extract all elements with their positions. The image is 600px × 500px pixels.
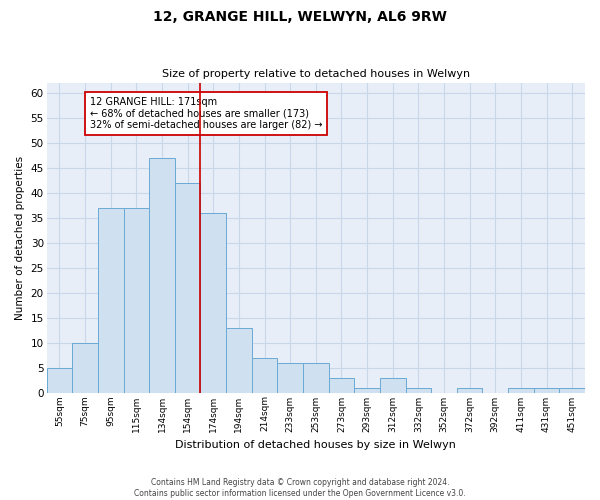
Bar — [47, 368, 72, 392]
Bar — [124, 208, 149, 392]
Bar — [559, 388, 585, 392]
Bar — [329, 378, 354, 392]
Bar — [534, 388, 559, 392]
Bar — [149, 158, 175, 392]
Bar — [175, 182, 200, 392]
Bar — [226, 328, 251, 392]
Text: Contains HM Land Registry data © Crown copyright and database right 2024.
Contai: Contains HM Land Registry data © Crown c… — [134, 478, 466, 498]
Title: Size of property relative to detached houses in Welwyn: Size of property relative to detached ho… — [162, 69, 470, 79]
Bar — [406, 388, 431, 392]
Bar — [277, 362, 303, 392]
Bar — [303, 362, 329, 392]
Bar — [380, 378, 406, 392]
Bar — [98, 208, 124, 392]
Bar — [200, 212, 226, 392]
Bar — [72, 342, 98, 392]
Bar — [457, 388, 482, 392]
Text: 12 GRANGE HILL: 171sqm
← 68% of detached houses are smaller (173)
32% of semi-de: 12 GRANGE HILL: 171sqm ← 68% of detached… — [89, 96, 322, 130]
Bar — [354, 388, 380, 392]
Text: 12, GRANGE HILL, WELWYN, AL6 9RW: 12, GRANGE HILL, WELWYN, AL6 9RW — [153, 10, 447, 24]
X-axis label: Distribution of detached houses by size in Welwyn: Distribution of detached houses by size … — [175, 440, 456, 450]
Bar — [251, 358, 277, 392]
Bar — [508, 388, 534, 392]
Y-axis label: Number of detached properties: Number of detached properties — [15, 156, 25, 320]
